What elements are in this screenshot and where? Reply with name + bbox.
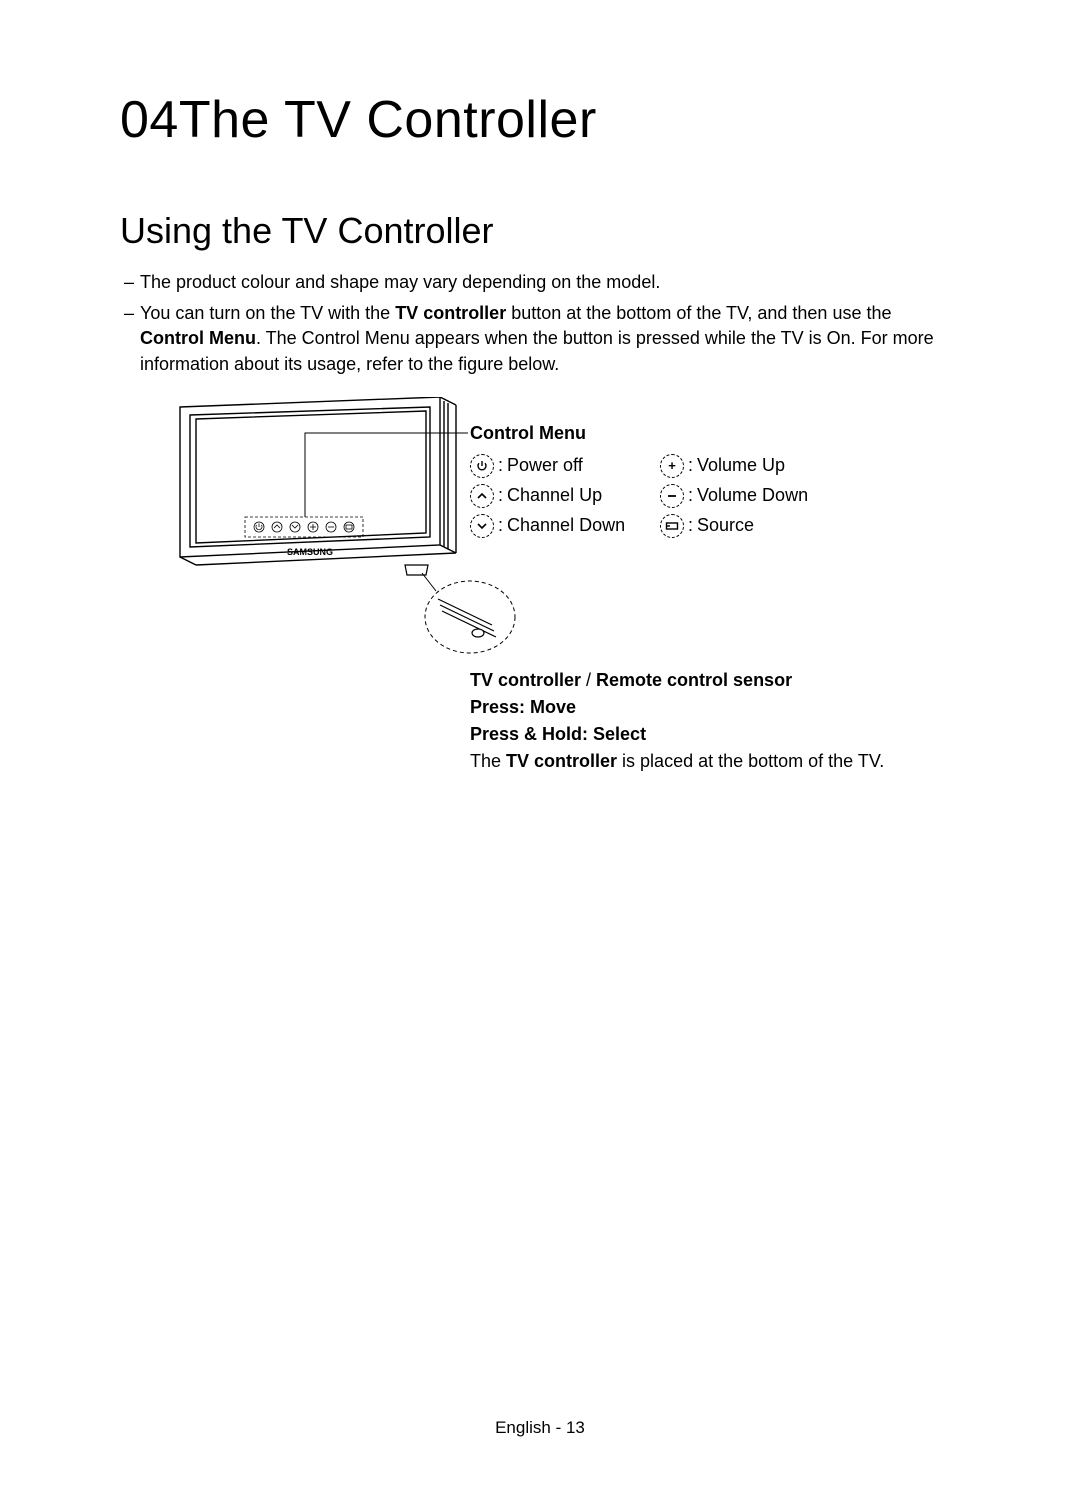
- note-2-text-a: You can turn on the TV with the: [140, 303, 395, 323]
- chevron-up-icon: [470, 484, 494, 508]
- menu-row-volup: + : Volume Up: [660, 454, 850, 478]
- minus-icon: [660, 484, 684, 508]
- note-2-bold-2: Control Menu: [140, 328, 256, 348]
- menu-row-chup: : Channel Up: [470, 484, 660, 508]
- control-menu-title: Control Menu: [470, 423, 900, 444]
- menu-row-power: : Power off: [470, 454, 660, 478]
- caption-line-1: TV controller / Remote control sensor: [470, 667, 910, 694]
- menu-row-chdown: : Channel Down: [470, 514, 660, 538]
- detail-callout-icon: [425, 581, 515, 653]
- chapter-title-text: The TV Controller: [179, 91, 597, 149]
- menu-row-source: : Source: [660, 514, 850, 538]
- menu-label-power: Power off: [507, 455, 583, 476]
- footer-lang: English: [495, 1418, 551, 1437]
- menu-label-chup: Channel Up: [507, 485, 602, 506]
- manual-page: 04The TV Controller Using the TV Control…: [0, 0, 1080, 1494]
- plus-icon: +: [660, 454, 684, 478]
- footer-page: 13: [566, 1418, 585, 1437]
- menu-label-voldown: Volume Down: [697, 485, 808, 506]
- figure: SAMSUNG: [160, 397, 960, 777]
- chevron-down-icon: [470, 514, 494, 538]
- notes-list: The product colour and shape may vary de…: [120, 270, 960, 377]
- caption-4b: TV controller: [506, 751, 617, 771]
- caption-line-4: The TV controller is placed at the botto…: [470, 748, 910, 775]
- caption-1b: /: [581, 670, 596, 690]
- tv-illustration: SAMSUNG: [160, 397, 520, 677]
- power-icon: [470, 454, 494, 478]
- caption-line-3: Press & Hold: Select: [470, 721, 910, 748]
- caption-4a: The: [470, 751, 506, 771]
- caption-line-2: Press: Move: [470, 694, 910, 721]
- caption-1c: Remote control sensor: [596, 670, 792, 690]
- section-title: Using the TV Controller: [120, 210, 960, 252]
- source-icon: [660, 514, 684, 538]
- caption-1a: TV controller: [470, 670, 581, 690]
- note-2: You can turn on the TV with the TV contr…: [120, 301, 960, 377]
- menu-label-source: Source: [697, 515, 754, 536]
- controller-caption: TV controller / Remote control sensor Pr…: [470, 667, 910, 775]
- note-1: The product colour and shape may vary de…: [120, 270, 960, 295]
- control-menu-legend: Control Menu : Power off + : Volume Up: [470, 423, 900, 538]
- caption-4c: is placed at the bottom of the TV.: [617, 751, 884, 771]
- note-2-text-e: . The Control Menu appears when the butt…: [140, 328, 934, 373]
- note-2-bold-1: TV controller: [395, 303, 506, 323]
- samsung-label: SAMSUNG: [287, 547, 333, 557]
- menu-label-chdown: Channel Down: [507, 515, 625, 536]
- menu-label-volup: Volume Up: [697, 455, 785, 476]
- chapter-number: 04: [120, 91, 179, 149]
- footer-sep: -: [551, 1418, 566, 1437]
- note-1-text: The product colour and shape may vary de…: [140, 272, 660, 292]
- note-2-text-c: button at the bottom of the TV, and then…: [506, 303, 891, 323]
- menu-row-voldown: : Volume Down: [660, 484, 850, 508]
- chapter-title: 04The TV Controller: [120, 90, 960, 150]
- page-footer: English - 13: [0, 1418, 1080, 1438]
